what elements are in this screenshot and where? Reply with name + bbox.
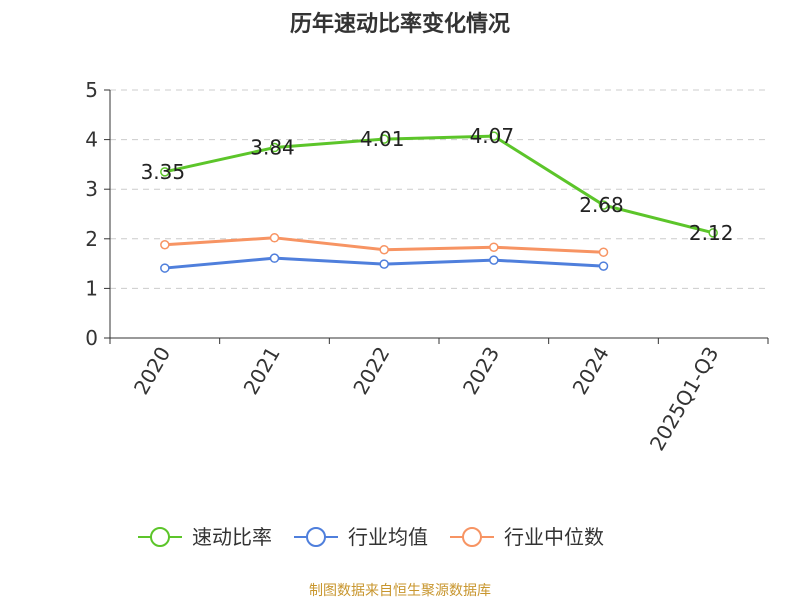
data-point (708, 228, 718, 238)
data-point (489, 131, 499, 141)
x-tick-label: 2021 (239, 343, 285, 399)
data-point (598, 247, 609, 257)
data-label: 3.35 (141, 160, 186, 184)
legend: 速动比率 行业均值 行业中位数 (138, 525, 604, 549)
y-tick-label: 1 (85, 276, 98, 300)
data-label: 4.07 (470, 124, 515, 148)
data-labels: 3.35 3.84 4.01 4.07 2.68 2.12 (141, 124, 734, 245)
data-label: 2.68 (579, 193, 624, 217)
data-point (379, 134, 389, 144)
x-tick-label: 2025Q1-Q3 (645, 343, 724, 455)
data-label: 2.12 (689, 221, 734, 245)
legend-marker (150, 527, 170, 547)
chart-title: 历年速动比率变化情况 (289, 12, 510, 37)
y-tick-label: 0 (85, 326, 98, 350)
data-point (269, 142, 280, 153)
grid-lines (110, 89, 768, 289)
data-point (269, 233, 280, 243)
x-tick-label: 2022 (348, 343, 394, 399)
data-point (598, 261, 609, 271)
y-tick-label: 5 (85, 78, 98, 102)
data-label: 3.84 (250, 136, 295, 160)
data-point (489, 255, 499, 265)
data-point (489, 242, 499, 252)
y-tick-label: 3 (85, 177, 98, 201)
y-tick-label: 2 (85, 227, 98, 251)
data-point (160, 240, 170, 250)
data-point (598, 200, 609, 210)
series-line-0 (163, 134, 715, 235)
y-tick-label: 4 (85, 128, 98, 152)
data-label: 4.01 (360, 127, 405, 151)
data-point (160, 167, 170, 177)
data-point (379, 244, 389, 255)
source-note: 制图数据来自恒生聚源数据库 (309, 583, 491, 599)
legend-label: 行业均值 (348, 525, 428, 549)
series-layer (160, 131, 718, 273)
legend-label: 行业中位数 (504, 525, 604, 549)
data-point (269, 253, 280, 263)
legend-label: 速动比率 (192, 525, 272, 549)
data-point (160, 263, 170, 273)
data-point (379, 259, 389, 269)
x-tick-label: 2024 (568, 343, 614, 399)
legend-marker (306, 527, 326, 547)
x-tick-label: 2020 (129, 343, 175, 399)
legend-marker (462, 527, 482, 547)
x-tick-label: 2023 (458, 343, 504, 399)
